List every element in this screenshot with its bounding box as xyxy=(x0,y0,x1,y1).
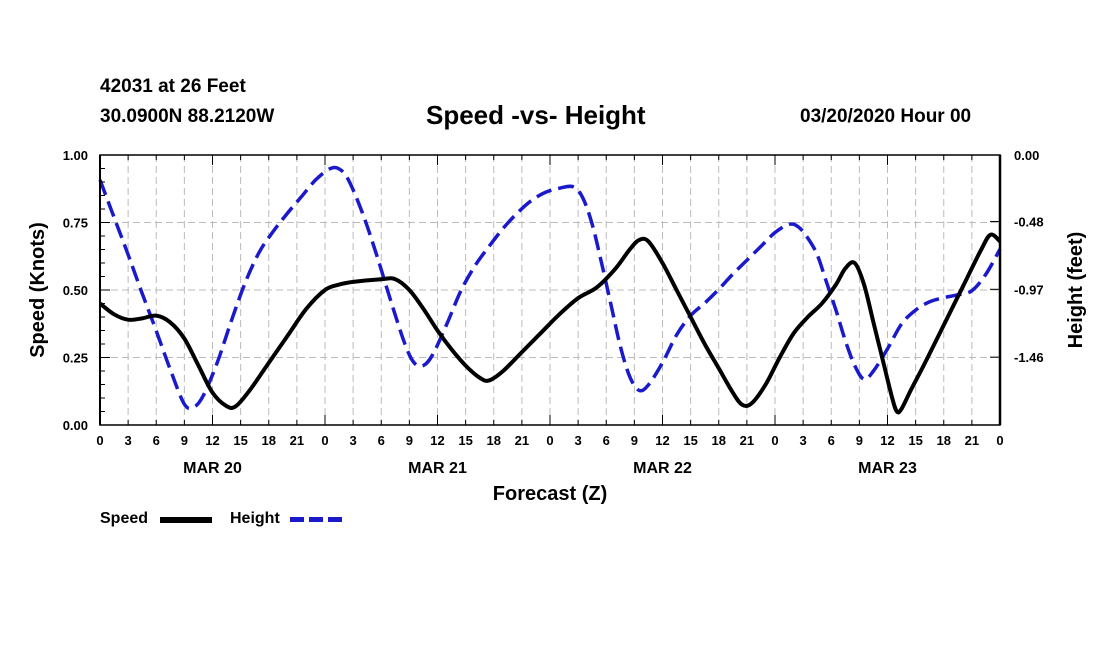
y-tick-label: 1.00 xyxy=(63,148,88,163)
x-tick-label: 9 xyxy=(406,433,413,448)
x-tick-label: 3 xyxy=(575,433,582,448)
x-tick-label: 12 xyxy=(655,433,669,448)
speed-series-line xyxy=(98,232,1002,415)
y-axis-label: Speed (Knots) xyxy=(27,222,49,358)
x-tick-label: 12 xyxy=(205,433,219,448)
axes: 0 3 6 9 12 15 18 21 0 3 6 9 12 15 18 21 0 3 6 9 12 15 18 21 0 3 6 9… xyxy=(63,148,1044,477)
y-tick-label: 0.75 xyxy=(63,216,88,231)
y2-tick-label: -0.97 xyxy=(1014,282,1044,297)
x-tick-label: 21 xyxy=(515,433,529,448)
height-series-line xyxy=(98,165,1002,411)
y-tick-label: 0.50 xyxy=(63,283,88,298)
x-tick-label: 6 xyxy=(378,433,385,448)
y-tick-label: 0.00 xyxy=(63,418,88,433)
x-tick-label: 0 xyxy=(321,433,328,448)
x-tick-label: 15 xyxy=(458,433,472,448)
y2-tick-label: -0.48 xyxy=(1014,214,1044,229)
x-tick-label: 0 xyxy=(546,433,553,448)
y-tick-label: 0.25 xyxy=(63,351,88,366)
x-tick-label: 6 xyxy=(153,433,160,448)
x-tick-label: 3 xyxy=(350,433,357,448)
x-tick-label: 0 xyxy=(996,433,1003,448)
x-tick-label: 18 xyxy=(262,433,276,448)
x-tick-label: 15 xyxy=(233,433,247,448)
chart-title: Speed -vs- Height xyxy=(426,100,646,130)
x-tick-label: 21 xyxy=(965,433,979,448)
x-tick-label: 0 xyxy=(771,433,778,448)
date-label: MAR 23 xyxy=(858,460,917,477)
x-tick-label: 21 xyxy=(290,433,304,448)
x-tick-label: 15 xyxy=(683,433,697,448)
x-axis-label: Forecast (Z) xyxy=(493,483,607,505)
station-label: 42031 at 26 Feet xyxy=(100,76,246,97)
legend-speed-swatch xyxy=(160,517,212,523)
x-tick-label: 18 xyxy=(487,433,501,448)
x-tick-label: 3 xyxy=(125,433,132,448)
x-tick-label: 21 xyxy=(740,433,754,448)
coordinates-label: 30.0900N 88.2120W xyxy=(100,106,275,127)
x-tick-label: 6 xyxy=(603,433,610,448)
date-label: MAR 21 xyxy=(408,460,467,477)
series-layer xyxy=(98,165,1002,415)
x-tick-label: 9 xyxy=(631,433,638,448)
x-tick-label: 12 xyxy=(430,433,444,448)
legend-speed-label: Speed xyxy=(100,510,149,527)
x-tick-label: 18 xyxy=(937,433,951,448)
legend-height-swatch xyxy=(290,517,342,522)
date-label: MAR 22 xyxy=(633,460,692,477)
x-tick-label: 9 xyxy=(181,433,188,448)
x-tick-label: 3 xyxy=(800,433,807,448)
x-tick-label: 6 xyxy=(828,433,835,448)
y2-tick-label: -1.46 xyxy=(1014,350,1044,365)
x-tick-label: 18 xyxy=(712,433,726,448)
x-tick-label: 9 xyxy=(856,433,863,448)
x-tick-label: 0 xyxy=(96,433,103,448)
y2-axis-label: Height (feet) xyxy=(1065,232,1087,349)
x-tick-label: 12 xyxy=(880,433,894,448)
date-label: MAR 20 xyxy=(183,460,242,477)
datetime-label: 03/20/2020 Hour 00 xyxy=(800,106,972,127)
x-tick-label: 15 xyxy=(908,433,922,448)
y2-tick-label: 0.00 xyxy=(1014,148,1039,163)
legend-height-label: Height xyxy=(230,510,280,527)
